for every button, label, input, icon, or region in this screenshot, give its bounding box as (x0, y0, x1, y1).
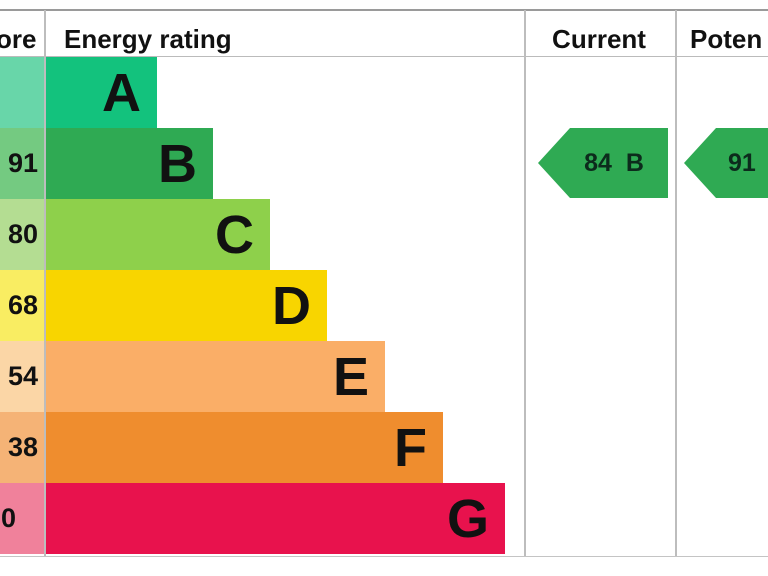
divider-rating-current (524, 10, 526, 556)
current-rating-arrow-icon (538, 127, 668, 199)
current-header-label: Current (552, 24, 646, 54)
score-cell-c: 80 (0, 199, 44, 270)
score-header-label: ore (0, 24, 37, 54)
band-letter-a: A (102, 62, 141, 123)
bottom-border-line (0, 556, 768, 557)
band-letter-b: B (158, 133, 197, 194)
band-bar-b: B (46, 128, 213, 199)
band-bar-e: E (46, 341, 385, 412)
score-cell-a (0, 57, 44, 128)
top-border-line (0, 9, 768, 11)
score-cell-f: 38 (0, 412, 44, 483)
band-bar-g: G (46, 483, 505, 554)
score-cell-b: 91 (0, 128, 44, 199)
score-cell-g: 0 (0, 483, 44, 554)
divider-current-potential (675, 10, 677, 556)
energy-rating-header-label: Energy rating (64, 24, 232, 54)
potential-score: 91 (728, 148, 756, 177)
band-bar-a: A (46, 57, 157, 128)
divider-score-rating (44, 10, 46, 556)
band-bar-f: F (46, 412, 443, 483)
potential-header-label: Poten (690, 24, 763, 54)
band-bar-d: D (46, 270, 327, 341)
header-underline (0, 56, 768, 57)
band-letter-e: E (332, 346, 369, 407)
band-letter-g: G (446, 488, 489, 549)
band-letter-c: C (215, 204, 254, 265)
score-cell-e: 54 (0, 341, 44, 412)
current-score: 84 (584, 148, 612, 177)
band-letter-f: F (394, 417, 427, 478)
band-bar-c: C (46, 199, 270, 270)
potential-rating-arrow-icon (684, 127, 768, 199)
band-letter-d: D (272, 275, 311, 336)
current-rating-value: 84 B (566, 150, 662, 176)
score-cell-d: 68 (0, 270, 44, 341)
potential-rating-value: 91 (728, 150, 756, 176)
current-band: B (625, 148, 644, 177)
